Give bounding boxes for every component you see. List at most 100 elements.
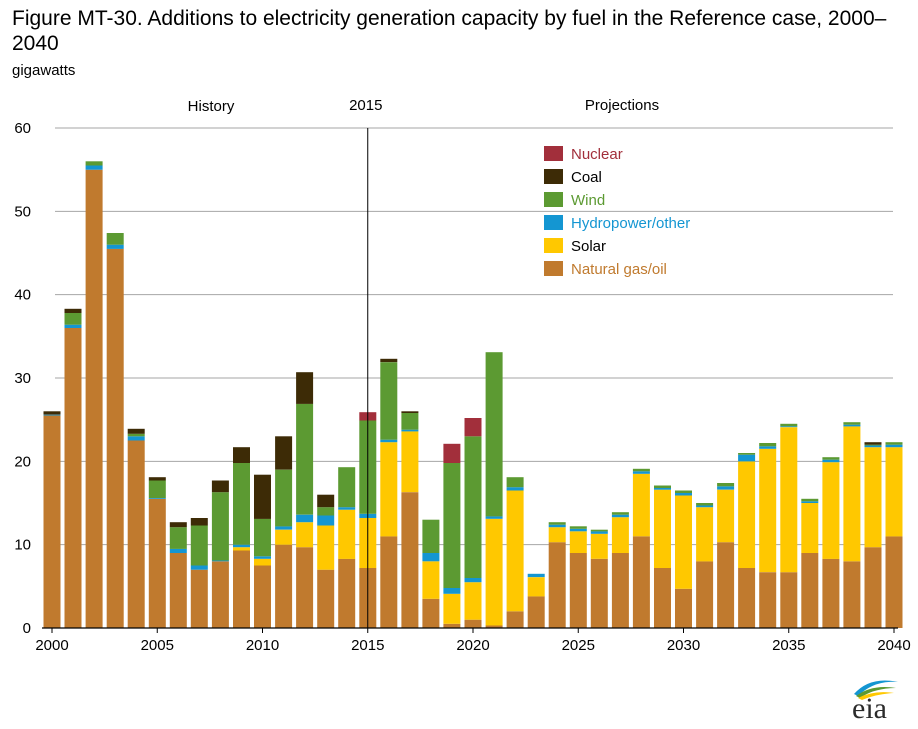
bar-segment: [611, 517, 629, 553]
bar-segment: [717, 486, 735, 490]
legend-label: Coal: [571, 169, 602, 186]
bar-segment: [43, 414, 61, 416]
bar-segment: [190, 518, 208, 526]
bar-segment: [443, 593, 461, 624]
bar-segment: [485, 625, 503, 628]
bar-segment: [106, 233, 124, 245]
bar-segment: [169, 522, 187, 528]
bar-segment: [254, 556, 271, 559]
history-label: History: [188, 98, 235, 115]
bar-segment: [485, 352, 503, 517]
bar-segment: [401, 411, 419, 413]
bar-segment: [401, 431, 419, 493]
bar-segment: [464, 436, 482, 578]
bar-segment: [443, 623, 461, 628]
eia-logo: [840, 672, 910, 724]
bar-segment: [211, 480, 229, 493]
bar-segment: [275, 526, 293, 530]
legend-swatch: [544, 146, 563, 161]
bar-segment: [190, 565, 208, 570]
unit-label: gigawatts: [12, 62, 76, 79]
bar-segment: [211, 560, 229, 562]
bar-segment: [801, 553, 819, 628]
legend-swatch: [544, 238, 563, 253]
legend-swatch: [544, 261, 563, 276]
bar-segment: [717, 489, 735, 543]
bar-segment: [885, 536, 903, 628]
bar-segment: [401, 413, 419, 430]
bar-segment: [380, 439, 398, 443]
x-tick-label: 2005: [141, 637, 174, 654]
bar-segment: [190, 525, 208, 566]
bar-segment: [548, 524, 566, 528]
bar-segment: [85, 169, 103, 628]
y-tick-label: 10: [14, 537, 31, 554]
bar-segment: [317, 569, 335, 628]
bar-segment: [590, 558, 608, 628]
bar-segment: [380, 442, 398, 537]
bar-segment: [738, 454, 756, 462]
bar-segment: [464, 582, 482, 620]
bar-segment: [148, 480, 166, 498]
bar-segment: [822, 558, 840, 628]
eia-logo-text: eia: [852, 692, 887, 725]
bar-segment: [169, 548, 187, 553]
bar-segment: [696, 507, 714, 562]
bar-segment: [632, 473, 650, 537]
bar-segment: [43, 415, 61, 628]
bar-segment: [422, 553, 440, 562]
y-tick-label: 0: [23, 620, 31, 637]
x-tick-label: 2025: [562, 637, 595, 654]
annotations: History 2015 Projections: [188, 97, 659, 628]
bar-segment: [801, 503, 819, 553]
bar-segment: [43, 411, 61, 415]
bar-segment: [506, 477, 524, 488]
bar-segment: [654, 568, 671, 628]
bar-segment: [696, 503, 714, 506]
bar-segment: [233, 550, 250, 628]
x-tick-label: 2015: [351, 637, 384, 654]
bar-segment: [527, 596, 545, 628]
bar-segment: [527, 573, 545, 578]
bar-segment: [401, 492, 419, 628]
bar-segment: [317, 507, 335, 516]
bar-segment: [443, 443, 461, 463]
bar-segment: [169, 553, 187, 628]
bar-segment: [885, 444, 903, 448]
divider-year-label: 2015: [349, 97, 382, 114]
bar-segment: [822, 457, 840, 460]
bar-segment: [611, 512, 629, 515]
bar-segment: [590, 529, 608, 532]
bar-segment: [211, 492, 229, 561]
legend-label: Nuclear: [571, 146, 623, 163]
bar-segment: [464, 418, 482, 437]
bar-segment: [675, 490, 692, 493]
bar-segment: [569, 531, 587, 553]
legend-swatch: [544, 169, 563, 184]
bar-segment: [675, 588, 692, 628]
bar-segment: [738, 568, 756, 628]
bar-segment: [611, 514, 629, 518]
bar-segment: [338, 507, 356, 510]
bar-segment: [506, 611, 524, 628]
bar-segment: [569, 553, 587, 628]
bar-segment: [738, 461, 756, 568]
bar-segment: [127, 436, 145, 441]
bar-segment: [127, 433, 145, 437]
bar-segment: [233, 544, 250, 548]
legend-label: Wind: [571, 192, 605, 209]
bar-segment: [317, 494, 335, 508]
chart-title: Figure MT-30. Additions to electricity g…: [12, 7, 887, 55]
bar-segment: [780, 426, 798, 428]
bar-segment: [759, 443, 777, 447]
bar-segment: [864, 447, 882, 548]
bar-segment: [611, 553, 629, 628]
bar-segment: [127, 440, 145, 628]
bar-segment: [233, 447, 250, 463]
bar-segment: [485, 516, 503, 519]
bar-segment: [211, 561, 229, 628]
bar-segment: [569, 528, 587, 532]
bar-segment: [64, 308, 82, 313]
bar-segment: [738, 453, 756, 455]
